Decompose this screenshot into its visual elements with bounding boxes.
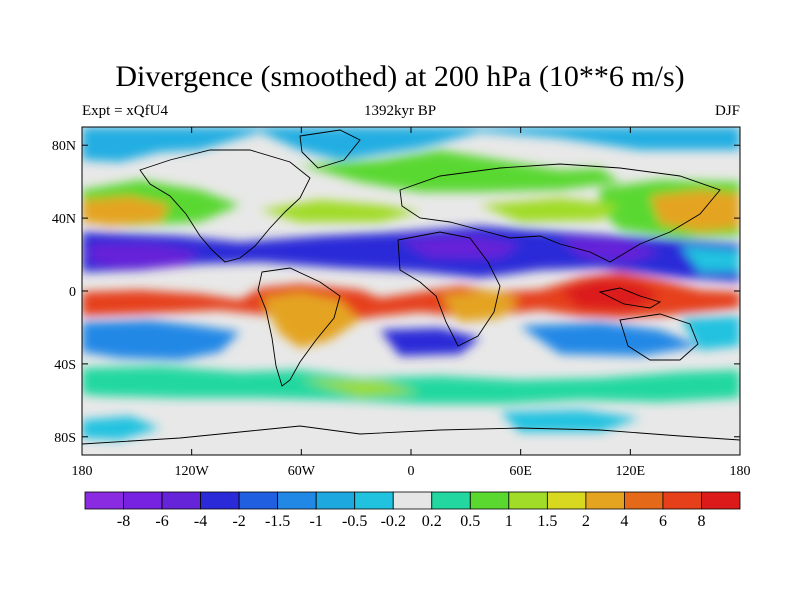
coastline-greenland (299, 129, 361, 169)
chart-title: Divergence (smoothed) at 200 hPa (10**6 … (115, 60, 685, 93)
colorbar-level-label-8: 0.2 (422, 513, 442, 530)
field-atlantic-purple (400, 236, 520, 258)
colorbar-level-label-12: 2 (582, 513, 590, 530)
colorbar-swatch-4 (238, 491, 279, 510)
colorbar-swatch-8 (392, 491, 433, 510)
field-spcz-cyan (680, 316, 740, 350)
coastline-africa (397, 231, 501, 347)
colorbar-level-label-14: 6 (659, 513, 667, 530)
field-southern-yellow (300, 380, 420, 396)
field-south-pacific-blue (82, 320, 240, 360)
divergence-field (82, 127, 740, 455)
y-tick-label-3: 40S (54, 358, 76, 373)
field-east-asia-orange (650, 190, 740, 232)
colorbar-swatch-11 (508, 491, 548, 510)
coastline-indonesia (598, 287, 662, 309)
colorbar-swatch-3 (200, 491, 240, 510)
coastline-antarctica (82, 425, 740, 445)
field-antarctic-cyan-east (500, 410, 640, 432)
field-north-atlantic-positive (300, 150, 620, 192)
coastline-australia (619, 313, 699, 361)
field-wpac-cyan (680, 246, 740, 272)
field-north-atlantic-band (260, 200, 420, 222)
colorbar-swatch-1 (123, 491, 163, 510)
field-north-pacific-west-orange (82, 196, 170, 226)
field-tropical-red-band (82, 272, 740, 322)
field-south-america-orange (262, 292, 360, 348)
y-axis: 80N 40N 0 40S 80S (52, 139, 740, 446)
colorbar-swatch-0 (84, 491, 124, 510)
y-tick-label-0: 80N (52, 139, 76, 154)
coastline-south-america (257, 267, 341, 387)
coastline-eurasia (399, 163, 721, 263)
field-arctic-negative (82, 127, 740, 162)
season-label: DJF (714, 103, 740, 119)
x-tick-label-0: 180 (72, 464, 93, 479)
colorbar-swatch-9 (431, 491, 471, 510)
colorbar-level-label-5: -1 (310, 513, 323, 530)
x-tick-label-1: 120W (175, 464, 210, 479)
colorbar-swatch-12 (546, 491, 587, 510)
colorbar-swatch-5 (277, 491, 317, 510)
field-south-atlantic-blue (380, 328, 480, 356)
field-southern-green (82, 366, 740, 404)
colorbar (84, 491, 741, 510)
time-label: 1392kyr BP (363, 103, 437, 119)
colorbar-level-label-3: -2 (232, 513, 245, 530)
colorbar-swatch-15 (662, 491, 702, 510)
field-europe-green (480, 198, 620, 222)
experiment-label: Expt = xQfU4 (82, 103, 168, 119)
colorbar-swatch-2 (161, 491, 201, 510)
colorbar-level-label-2: -4 (194, 513, 207, 530)
x-tick-label-3: 0 (408, 464, 415, 479)
field-wpac-purple (560, 238, 660, 262)
colorbar-swatch-16 (701, 491, 741, 510)
colorbar-level-label-13: 4 (620, 513, 628, 530)
colorbar-swatch-10 (469, 491, 510, 510)
colorbar-level-label-7: -0.2 (381, 513, 406, 530)
colorbar-swatch-7 (354, 491, 394, 510)
x-tick-label-6: 180 (730, 464, 751, 479)
colorbar-swatch-13 (585, 491, 625, 510)
colorbar-level-label-4: -1.5 (265, 513, 290, 530)
colorbar-level-label-6: -0.5 (342, 513, 367, 530)
field-indian-ocean-orange (440, 290, 520, 322)
coastline-north-america (139, 149, 311, 263)
field-antarctic-cyan (82, 416, 160, 440)
colorbar-swatch-6 (315, 491, 356, 510)
colorbar-level-label-9: 0.5 (460, 513, 480, 530)
field-maritime-continent-red (560, 278, 660, 310)
colorbar-level-label-0: -8 (117, 513, 130, 530)
field-pacific-purple (90, 244, 200, 268)
y-tick-label-4: 80S (54, 431, 76, 446)
colorbar-swatch-14 (624, 491, 664, 510)
colorbar-labels: -8 -6 -4 -2 -1.5 -1 -0.5 -0.2 0.2 0.5 1 1.5 2 4 6 8 (117, 513, 706, 530)
x-tick-label-5: 120E (616, 464, 646, 479)
coastlines (82, 129, 740, 445)
x-tick-label-2: 60W (288, 464, 316, 479)
y-tick-label-2: 0 (69, 285, 76, 300)
y-tick-label-1: 40N (52, 212, 76, 227)
field-south-indian-blue (520, 322, 700, 356)
colorbar-level-label-10: 1 (505, 513, 513, 530)
colorbar-level-label-1: -6 (155, 513, 168, 530)
colorbar-level-label-15: 8 (697, 513, 705, 530)
x-tick-label-4: 60E (509, 464, 532, 479)
colorbar-level-label-11: 1.5 (537, 513, 557, 530)
x-axis: 180 120W 60W 0 60E 120E 180 (72, 127, 751, 479)
